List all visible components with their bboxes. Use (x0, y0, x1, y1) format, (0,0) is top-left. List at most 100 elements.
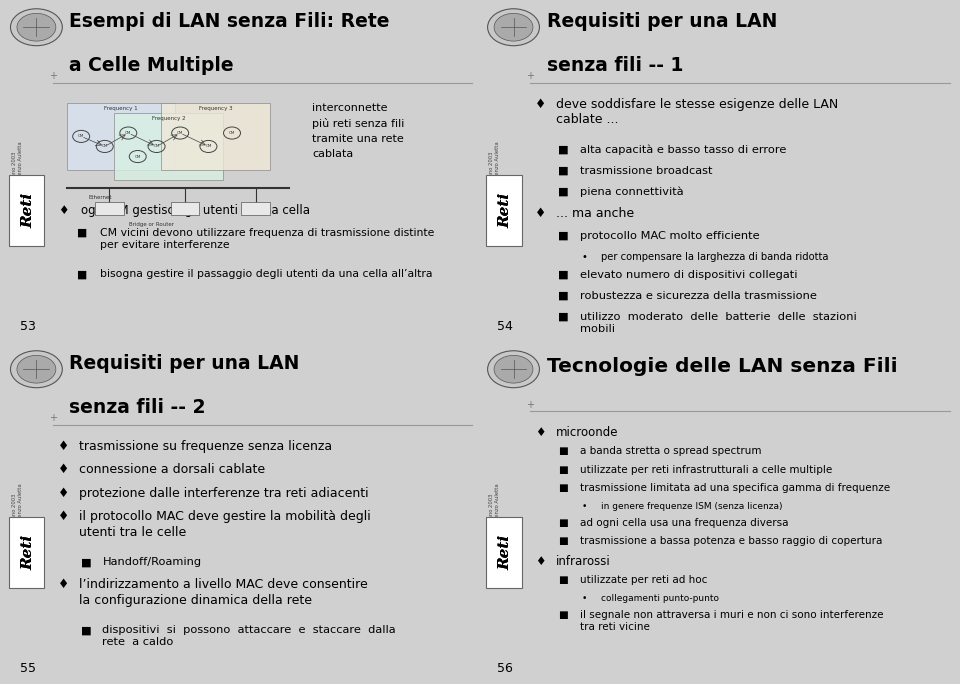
Text: ■: ■ (559, 270, 569, 280)
Text: ■: ■ (77, 269, 86, 279)
Text: deve soddisfare le stesse esigenze delle LAN
cablate ...: deve soddisfare le stesse esigenze delle… (556, 98, 838, 127)
Text: elevato numero di dispositivi collegati: elevato numero di dispositivi collegati (580, 270, 797, 280)
Text: ♦: ♦ (535, 207, 546, 220)
Text: protezione dalle interferenze tra reti adiacenti: protezione dalle interferenze tra reti a… (79, 487, 369, 500)
Text: CM: CM (154, 144, 159, 148)
Text: ♦: ♦ (535, 555, 545, 568)
FancyBboxPatch shape (9, 175, 44, 246)
Text: CM: CM (205, 144, 211, 148)
FancyBboxPatch shape (486, 175, 521, 246)
FancyBboxPatch shape (242, 202, 270, 215)
Text: ■: ■ (559, 609, 568, 620)
Text: CM vicini devono utilizzare frequenza di trasmissione distinte
per evitare inter: CM vicini devono utilizzare frequenza di… (100, 228, 435, 250)
Text: ♦: ♦ (58, 510, 69, 523)
FancyBboxPatch shape (486, 517, 521, 588)
Text: trasmissione a bassa potenza e basso raggio di copertura: trasmissione a bassa potenza e basso rag… (580, 536, 882, 547)
Text: Frequency 3: Frequency 3 (199, 106, 232, 111)
Text: ■: ■ (559, 312, 569, 321)
Text: Reti: Reti (498, 193, 513, 228)
Text: interconnette
più reti senza fili
tramite una rete
cablata: interconnette più reti senza fili trami… (312, 103, 404, 159)
Text: CM: CM (177, 131, 183, 135)
Text: Autunno 2003
Prof. Vincenzo Auletta: Autunno 2003 Prof. Vincenzo Auletta (490, 141, 500, 199)
Text: Requisiti per una LAN: Requisiti per una LAN (546, 12, 777, 31)
Text: CM: CM (78, 134, 84, 138)
FancyBboxPatch shape (9, 517, 44, 588)
Text: utilizzate per reti infrastrutturali a celle multiple: utilizzate per reti infrastrutturali a c… (580, 465, 831, 475)
Text: connessione a dorsali cablate: connessione a dorsali cablate (79, 463, 265, 476)
Text: Tecnologie delle LAN senza Fili: Tecnologie delle LAN senza Fili (546, 358, 898, 376)
Text: ogni CM gestisce gli utenti di una cella: ogni CM gestisce gli utenti di una cella (82, 204, 310, 217)
Text: Esempi di LAN senza Fili: Rete: Esempi di LAN senza Fili: Rete (69, 12, 390, 31)
Text: Reti: Reti (21, 193, 36, 228)
Text: ■: ■ (559, 518, 568, 528)
Text: ■: ■ (559, 145, 569, 155)
Text: bisogna gestire il passaggio degli utenti da una cella all’altra: bisogna gestire il passaggio degli utent… (100, 269, 433, 279)
Text: Reti: Reti (498, 535, 513, 570)
Text: senza fili -- 1: senza fili -- 1 (546, 56, 683, 75)
Text: l’indirizzamento a livello MAC deve consentire
la configurazione dinamica della : l’indirizzamento a livello MAC deve cons… (79, 578, 368, 607)
Text: Frequency 2: Frequency 2 (152, 116, 185, 121)
Text: Ethernet: Ethernet (88, 195, 111, 200)
FancyBboxPatch shape (161, 103, 270, 170)
Circle shape (494, 14, 533, 41)
Text: piena connettività: piena connettività (580, 187, 684, 197)
Text: ■: ■ (559, 536, 568, 547)
FancyBboxPatch shape (95, 202, 124, 215)
Text: 56: 56 (497, 662, 513, 675)
Circle shape (488, 351, 540, 388)
Text: dispositivi  si  possono  attaccare  e  staccare  dalla
rete  a caldo: dispositivi si possono attaccare e stacc… (103, 625, 396, 647)
Text: ■: ■ (82, 625, 92, 635)
FancyBboxPatch shape (114, 113, 223, 180)
Text: ♦: ♦ (58, 204, 68, 217)
Text: Frequency 1: Frequency 1 (105, 106, 138, 111)
Text: ■: ■ (77, 228, 86, 238)
Text: +: + (49, 413, 57, 423)
Circle shape (17, 356, 56, 383)
Text: Reti: Reti (21, 535, 36, 570)
Text: CM: CM (134, 155, 141, 159)
Text: per compensare la larghezza di banda ridotta: per compensare la larghezza di banda rid… (601, 252, 828, 261)
Text: trasmissione limitata ad una specifica gamma di frequenze: trasmissione limitata ad una specifica g… (580, 484, 890, 493)
Text: +: + (526, 399, 534, 410)
Text: ■: ■ (82, 557, 92, 567)
Text: ■: ■ (559, 465, 568, 475)
Text: a banda stretta o spread spectrum: a banda stretta o spread spectrum (580, 447, 761, 456)
Text: trasmissione su frequenze senza licenza: trasmissione su frequenze senza licenza (79, 440, 332, 453)
FancyBboxPatch shape (171, 202, 199, 215)
Text: il segnale non attraversa i muri e non ci sono interferenze
tra reti vicine: il segnale non attraversa i muri e non c… (580, 609, 883, 632)
Text: ad ogni cella usa una frequenza diversa: ad ogni cella usa una frequenza diversa (580, 518, 788, 528)
Text: infrarossi: infrarossi (556, 555, 611, 568)
Text: Reti: Reti (498, 193, 513, 228)
Text: Reti: Reti (21, 535, 36, 570)
Text: ■: ■ (559, 575, 568, 585)
Text: Autunno 2003
Prof. Vincenzo Auletta: Autunno 2003 Prof. Vincenzo Auletta (490, 483, 500, 541)
Text: Handoff/Roaming: Handoff/Roaming (103, 557, 202, 567)
Text: ■: ■ (559, 484, 568, 493)
Text: •: • (582, 594, 588, 603)
Text: Reti: Reti (498, 535, 513, 570)
Text: Autunno 2003
Prof. Vincenzo Auletta: Autunno 2003 Prof. Vincenzo Auletta (12, 483, 23, 541)
Text: utilizzate per reti ad hoc: utilizzate per reti ad hoc (580, 575, 707, 585)
Text: Requisiti per una LAN: Requisiti per una LAN (69, 354, 300, 373)
Text: robustezza e sicurezza della trasmissione: robustezza e sicurezza della trasmission… (580, 291, 816, 301)
Text: 54: 54 (497, 320, 513, 333)
Text: CM: CM (228, 131, 235, 135)
Text: ■: ■ (559, 187, 569, 196)
Text: 53: 53 (20, 320, 36, 333)
Text: utilizzo  moderato  delle  batterie  delle  stazioni
mobili: utilizzo moderato delle batterie delle s… (580, 312, 856, 334)
Text: alta capacità e basso tasso di errore: alta capacità e basso tasso di errore (580, 145, 786, 155)
Text: Bridge or Router: Bridge or Router (130, 222, 175, 227)
Text: ■: ■ (559, 231, 569, 241)
Text: protocollo MAC molto efficiente: protocollo MAC molto efficiente (580, 231, 759, 241)
Text: ♦: ♦ (58, 578, 69, 591)
FancyBboxPatch shape (67, 103, 176, 170)
Text: ■: ■ (559, 447, 568, 456)
Text: ■: ■ (559, 291, 569, 301)
Text: a Celle Multiple: a Celle Multiple (69, 56, 234, 75)
Text: ♦: ♦ (58, 487, 69, 500)
Circle shape (494, 356, 533, 383)
Text: ♦: ♦ (535, 98, 546, 111)
Text: •: • (582, 502, 588, 511)
Text: CM: CM (125, 131, 132, 135)
Text: microonde: microonde (556, 426, 618, 439)
